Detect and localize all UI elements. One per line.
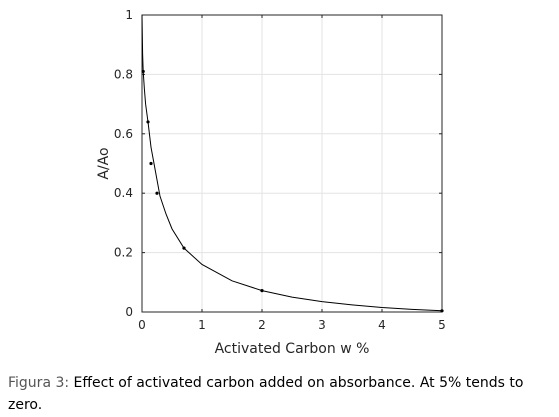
data-point <box>260 289 264 293</box>
caption-text: Effect of activated carbon added on abso… <box>8 375 524 413</box>
y-tick-labels: 0 0.2 0.4 0.6 0.8 1 <box>114 8 133 319</box>
y-tick-label: 0.4 <box>114 186 133 200</box>
y-tick-label: 0.2 <box>114 246 133 260</box>
data-point <box>149 161 153 166</box>
plot-area-frame <box>141 14 443 313</box>
chart-grid <box>141 14 443 313</box>
y-tick-label: 0.8 <box>114 67 133 81</box>
chart: 0 1 2 3 4 5 0 0.2 0.4 0.6 0.8 1 Activated Carbon w… <box>96 8 446 357</box>
x-tick-label: 3 <box>318 318 326 332</box>
axis-ticks <box>141 14 443 313</box>
x-axis-title: Activated Carbon w % <box>215 341 370 357</box>
x-tick-label: 0 <box>138 318 146 332</box>
x-tick-labels: 0 1 2 3 4 5 <box>138 318 446 332</box>
y-tick-label: 0 <box>125 305 133 319</box>
data-series-line <box>141 14 443 312</box>
data-point <box>182 246 186 250</box>
x-tick-label: 1 <box>198 318 206 332</box>
x-tick-label: 5 <box>438 318 446 332</box>
data-point <box>141 69 145 74</box>
y-axis-title: A/Ao <box>96 147 112 179</box>
data-markers <box>141 69 444 313</box>
data-point <box>155 191 159 195</box>
y-tick-label: 0.6 <box>114 127 133 141</box>
caption-lead: Figura 3: <box>8 375 70 391</box>
x-tick-label: 2 <box>258 318 266 332</box>
y-tick-label: 1 <box>125 8 133 22</box>
data-point <box>440 309 444 313</box>
data-point <box>146 120 150 124</box>
x-tick-label: 4 <box>378 318 386 332</box>
figure-caption: Figura 3: Effect of activated carbon add… <box>8 372 553 416</box>
